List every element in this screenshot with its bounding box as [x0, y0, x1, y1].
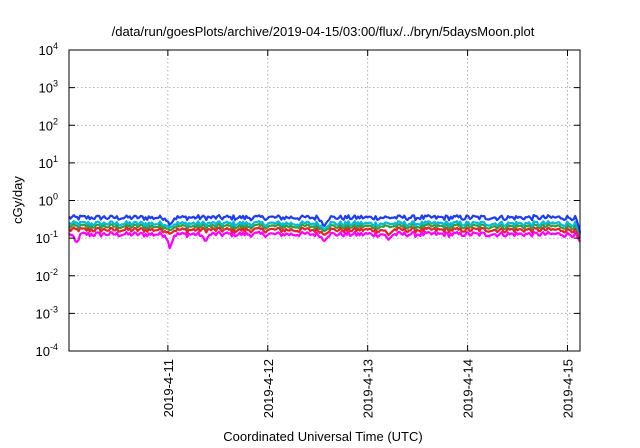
y-tick-label: 103	[39, 79, 58, 96]
x-tick-label: 2019-4-14	[461, 359, 476, 418]
y-tick-label: 100	[39, 192, 58, 209]
y-tick-label: 10-3	[36, 304, 58, 321]
series-line-3	[68, 222, 582, 236]
series-line-1	[68, 230, 581, 250]
grid	[69, 50, 580, 351]
y-tick-label: 10-1	[36, 229, 58, 246]
x-axis-label: Coordinated Universal Time (UTC)	[223, 429, 422, 444]
y-tick-label: 101	[39, 154, 58, 171]
chart-title: /data/run/goesPlots/archive/2019-04-15/0…	[112, 24, 535, 39]
series-line-4	[68, 220, 582, 235]
x-tick-label: 2019-4-12	[261, 359, 276, 418]
series-line-5	[68, 214, 582, 233]
y-axis-label: cGy/day	[10, 176, 25, 224]
y-tick-label: 102	[39, 116, 58, 133]
y-tick-label: 10-2	[36, 267, 58, 284]
y-tick-label: 10-4	[36, 342, 58, 359]
x-tick-label: 2019-4-11	[161, 359, 176, 417]
x-tick-label: 2019-4-15	[561, 359, 576, 418]
y-tick-label: 104	[39, 41, 58, 58]
series-layer	[68, 214, 582, 250]
series-line-2	[68, 226, 581, 239]
x-tick-label: 2019-4-13	[361, 359, 376, 418]
axes: 104 103 102 101 100 10-1 10-2 10-3 10-4 2019-4-11…	[36, 41, 580, 418]
